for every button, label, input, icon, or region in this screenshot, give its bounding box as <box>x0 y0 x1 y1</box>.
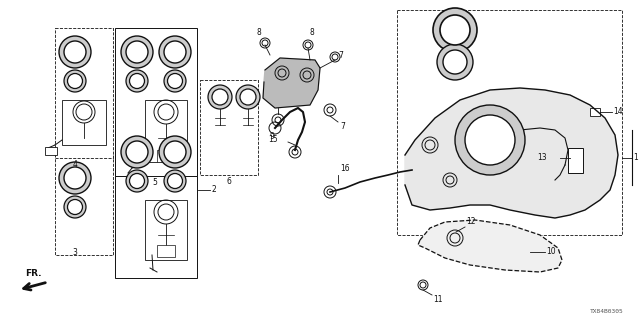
Circle shape <box>126 141 148 163</box>
Circle shape <box>64 41 86 63</box>
Circle shape <box>59 36 91 68</box>
Circle shape <box>121 136 153 168</box>
Circle shape <box>236 85 260 109</box>
Text: 7: 7 <box>340 122 345 131</box>
Text: 13: 13 <box>538 154 547 163</box>
Bar <box>115 130 197 278</box>
Circle shape <box>129 173 145 188</box>
Text: 8: 8 <box>310 28 315 37</box>
Bar <box>55 155 113 255</box>
Text: 5: 5 <box>152 178 157 187</box>
Circle shape <box>64 196 86 218</box>
Polygon shape <box>405 88 618 218</box>
Circle shape <box>159 36 191 68</box>
Circle shape <box>433 8 477 52</box>
Bar <box>145 100 187 162</box>
Circle shape <box>159 136 191 168</box>
Circle shape <box>212 89 228 105</box>
Text: 4: 4 <box>72 160 77 169</box>
Text: 12: 12 <box>466 217 476 226</box>
Bar <box>115 28 197 176</box>
Text: 8: 8 <box>257 28 261 37</box>
Text: FR.: FR. <box>26 269 42 278</box>
Text: 16: 16 <box>340 164 349 173</box>
Bar <box>397 10 622 235</box>
Circle shape <box>67 74 83 89</box>
Bar <box>568 148 583 173</box>
Text: 15: 15 <box>268 135 278 145</box>
Text: 3: 3 <box>72 248 77 257</box>
Polygon shape <box>263 58 320 108</box>
Circle shape <box>168 173 182 188</box>
Text: 1: 1 <box>633 154 637 163</box>
Circle shape <box>437 44 473 80</box>
Circle shape <box>164 70 186 92</box>
Text: 9: 9 <box>269 132 275 141</box>
Circle shape <box>67 199 83 214</box>
Bar <box>590 108 600 116</box>
Circle shape <box>64 70 86 92</box>
Text: 10: 10 <box>546 247 556 257</box>
Bar <box>157 150 175 162</box>
Text: TX84B0305: TX84B0305 <box>590 309 624 314</box>
Circle shape <box>59 162 91 194</box>
Circle shape <box>440 15 470 45</box>
Polygon shape <box>418 220 562 272</box>
Circle shape <box>126 170 148 192</box>
Circle shape <box>443 50 467 74</box>
Text: 6: 6 <box>227 177 232 186</box>
Text: 11: 11 <box>433 295 442 304</box>
Circle shape <box>240 89 256 105</box>
Text: 7: 7 <box>338 51 343 60</box>
Circle shape <box>164 141 186 163</box>
Circle shape <box>168 74 182 89</box>
Bar <box>55 28 113 158</box>
Bar <box>62 100 106 145</box>
Bar <box>200 80 258 175</box>
Circle shape <box>164 41 186 63</box>
Circle shape <box>129 74 145 89</box>
Bar <box>157 245 175 257</box>
Circle shape <box>121 36 153 68</box>
Text: 2: 2 <box>211 186 216 195</box>
Circle shape <box>208 85 232 109</box>
Circle shape <box>64 167 86 189</box>
Circle shape <box>126 41 148 63</box>
Circle shape <box>465 115 515 165</box>
Bar <box>145 200 187 260</box>
Circle shape <box>455 105 525 175</box>
Circle shape <box>126 70 148 92</box>
Circle shape <box>164 170 186 192</box>
Text: 14: 14 <box>613 108 623 116</box>
Bar <box>45 147 57 155</box>
